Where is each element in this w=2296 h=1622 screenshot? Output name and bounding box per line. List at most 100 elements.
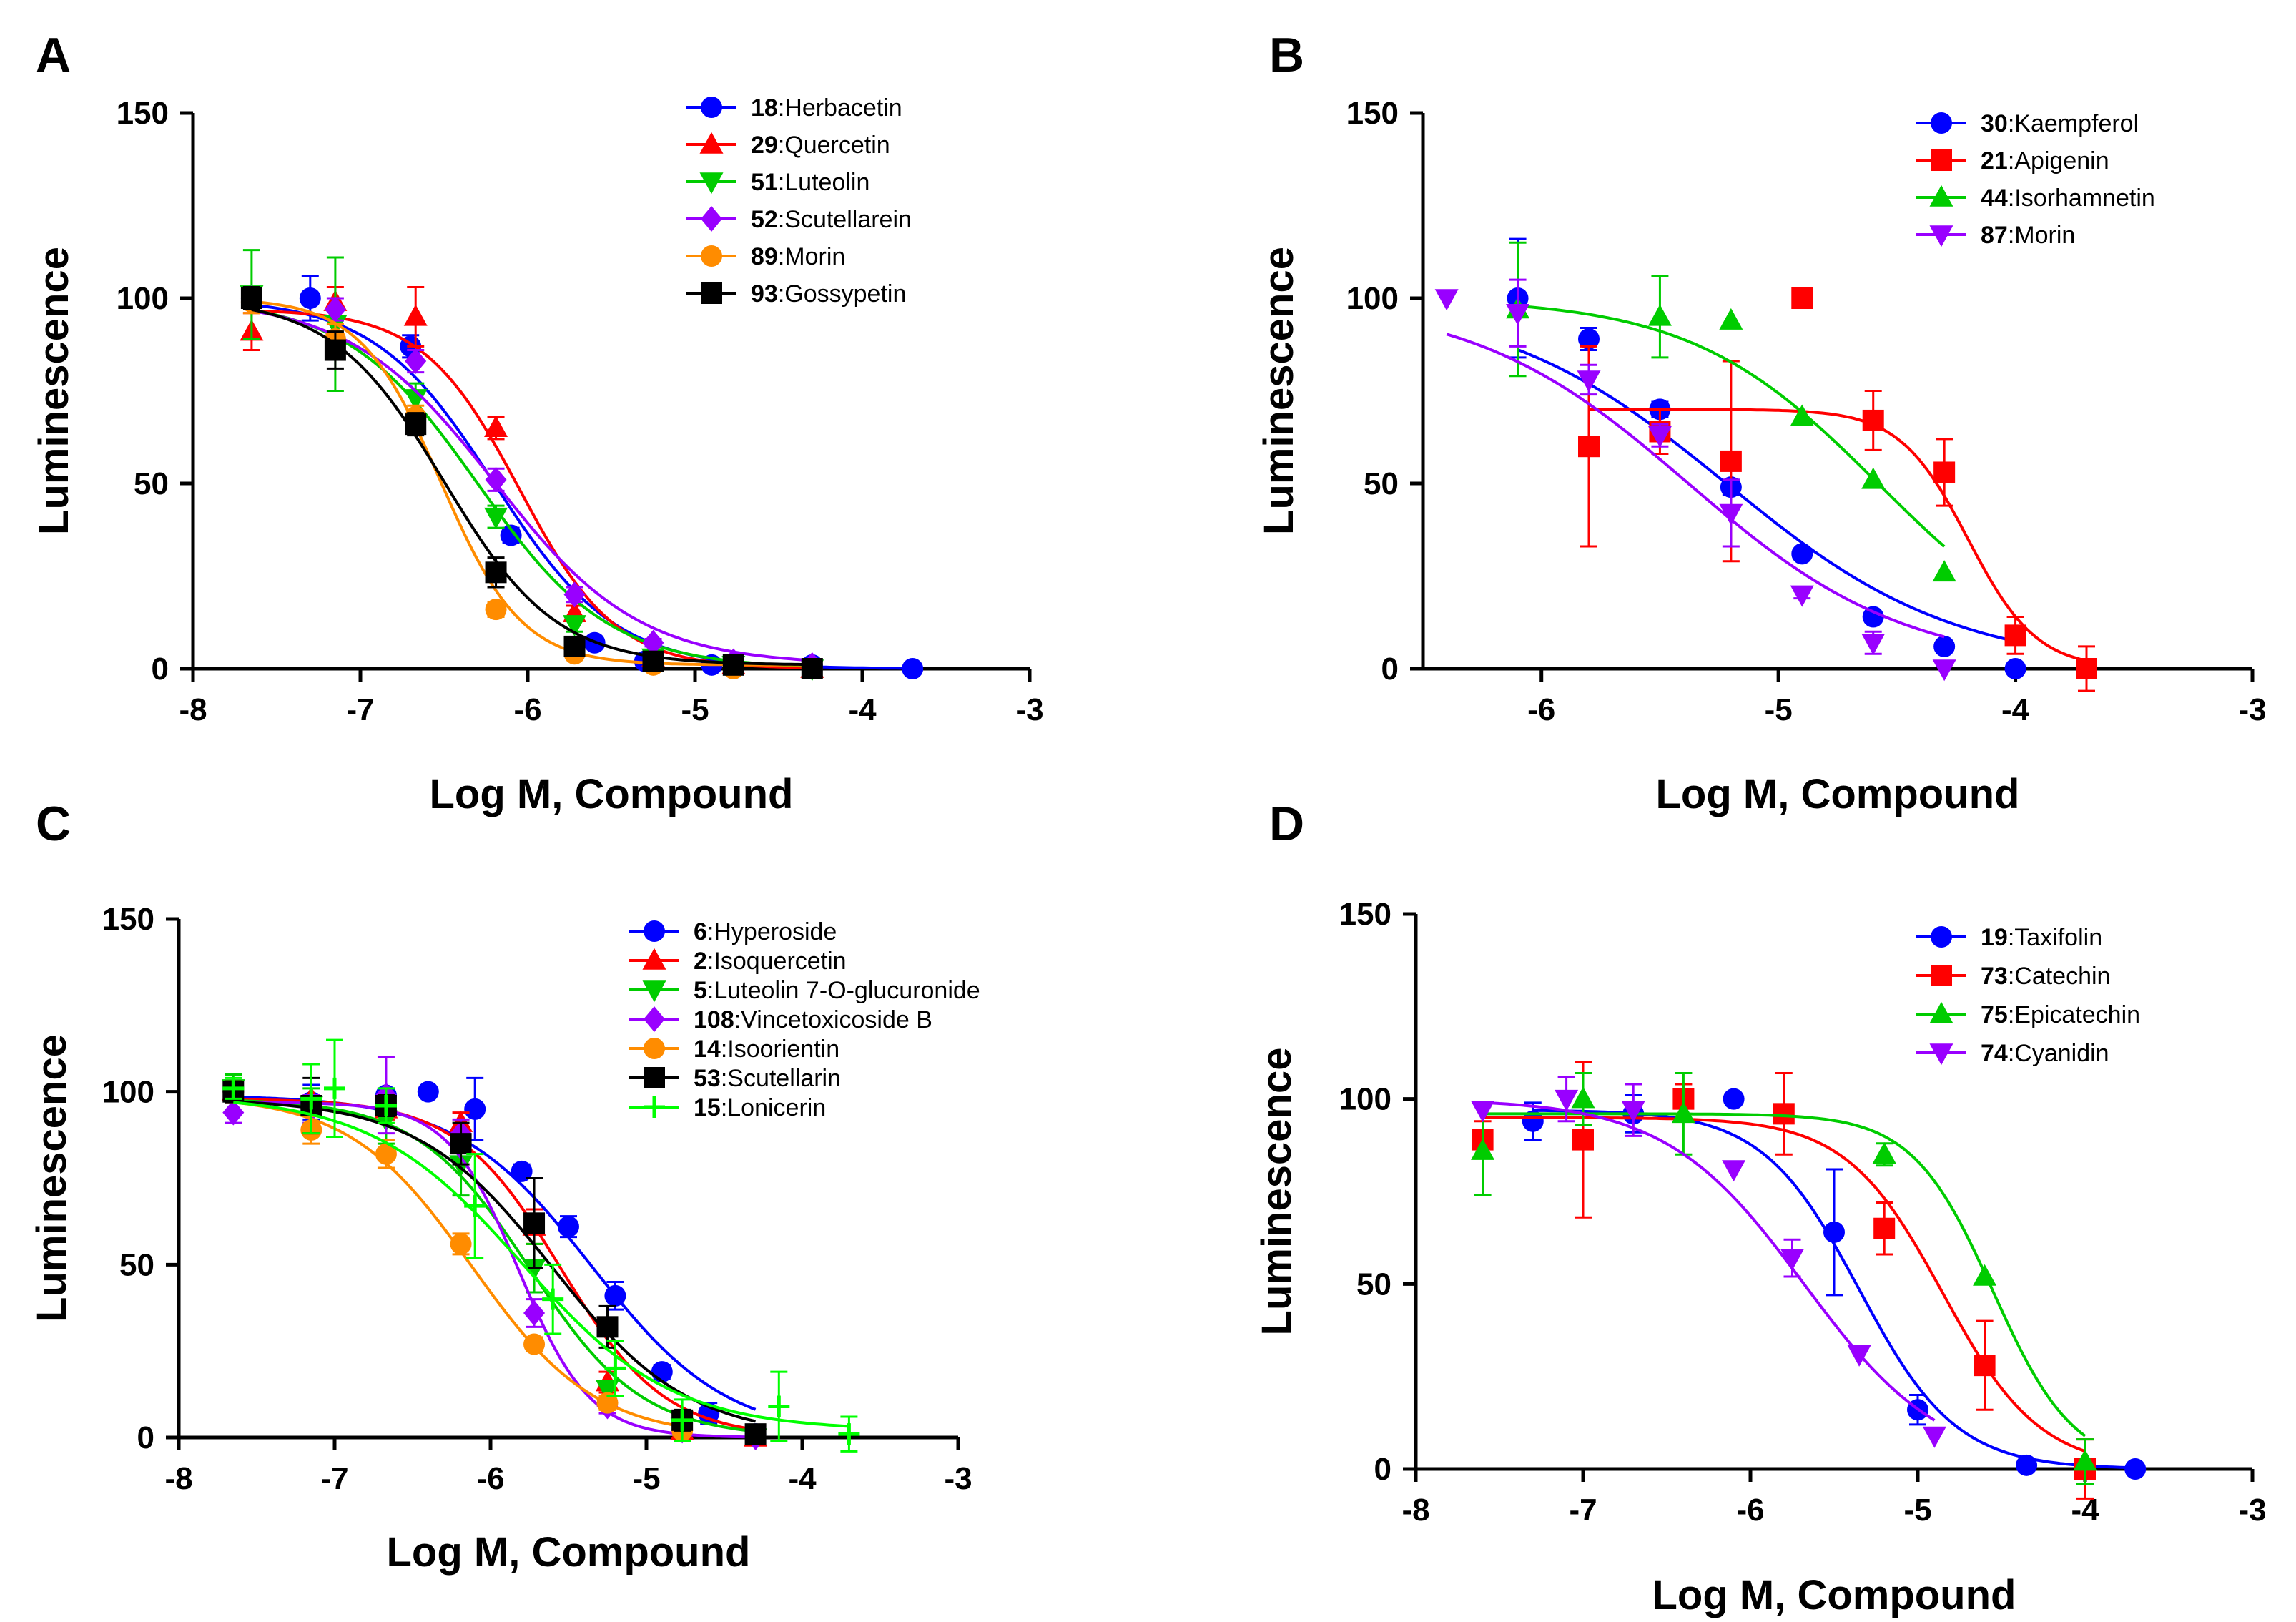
legend-item: 18:Herbacetin <box>686 94 902 122</box>
legend-marker <box>1929 1043 1953 1066</box>
panel-a-x-tick-label: -8 <box>179 692 207 727</box>
panel-d-x-tick-label: -8 <box>1401 1493 1429 1528</box>
data-point <box>511 1160 533 1182</box>
data-point <box>1791 287 1813 309</box>
data-point <box>1471 1138 1495 1160</box>
data-point <box>1719 503 1743 526</box>
data-point <box>484 507 508 529</box>
data-point <box>222 1099 245 1126</box>
panel-d-x-axis-title: Log M, Compound <box>1652 1572 2016 1618</box>
data-point <box>1974 1355 1996 1377</box>
panel-c-x-axis-title: Log M, Compound <box>387 1529 751 1576</box>
legend-label: 73:Catechin <box>1981 963 2110 990</box>
legend-label: 87:Morin <box>1981 222 2075 249</box>
panel-d-letter: D <box>1269 797 1304 851</box>
data-point <box>417 1081 439 1103</box>
legend-marker <box>701 245 722 267</box>
data-point <box>222 1077 245 1099</box>
panel-a-x-tick-label: -4 <box>848 692 877 727</box>
data-point <box>485 466 507 493</box>
legend-marker <box>701 97 722 118</box>
panel-a-x-tick-label: -7 <box>346 692 374 727</box>
panel-b-x-tick-label: -5 <box>1765 692 1793 727</box>
legend-item: 87:Morin <box>1916 222 2075 249</box>
panel-b-y-tick-label: 0 <box>1381 652 1399 687</box>
panel-c-x-tick-label: -4 <box>788 1461 817 1496</box>
legend-label: 75:Epicatechin <box>1981 1001 2140 1028</box>
legend-item: 89:Morin <box>686 243 845 270</box>
data-point <box>558 1216 579 1238</box>
panel-d-y-axis-title: Luminescence <box>1253 1048 1300 1336</box>
data-point <box>604 1357 626 1380</box>
data-point <box>484 416 508 438</box>
legend-item: 15:Lonicerin <box>629 1094 826 1121</box>
data-point <box>485 599 507 621</box>
panel-b-fit-curve-apigenin <box>1589 408 2087 662</box>
panel-d-y-tick-label: 50 <box>1356 1267 1391 1302</box>
legend-marker <box>644 1038 665 1059</box>
legend-marker <box>701 206 722 232</box>
data-point <box>1621 1101 1645 1123</box>
data-point <box>1578 328 1600 350</box>
data-point <box>2004 658 2026 679</box>
data-point <box>450 1233 472 1255</box>
panel-d-fit-curve-epicatechin <box>1482 1112 2086 1437</box>
legend-item: 53:Scutellarin <box>629 1065 841 1092</box>
panel-b-y-tick-label: 100 <box>1346 281 1399 316</box>
panel-a-series-gossypetin <box>240 285 823 679</box>
panel-b-series-apigenin <box>1578 287 2097 692</box>
data-point <box>838 1423 860 1445</box>
data-point <box>1932 560 1956 582</box>
data-point <box>1847 1345 1871 1367</box>
legend-marker <box>642 948 666 970</box>
legend-item: 51:Luteolin <box>686 169 869 196</box>
data-point <box>1671 1101 1695 1124</box>
data-point <box>403 389 428 411</box>
panel-c-y-tick-label: 100 <box>102 1075 154 1110</box>
data-point <box>1506 303 1530 325</box>
panel-b: B 0 50 100 150 -6 -5 -4 -3 Log M, Compound Lumines… <box>1256 28 2267 817</box>
data-point <box>1578 436 1600 458</box>
data-point <box>1973 1264 1997 1286</box>
panel-b-y-axis-title: Luminescence <box>1256 247 1302 535</box>
panel-b-fit-curve-kaempferol <box>1517 348 2016 643</box>
data-point <box>1434 289 1459 311</box>
data-point <box>375 1095 397 1116</box>
data-point <box>523 1212 546 1234</box>
legend-label: 14:Isoorientin <box>694 1036 839 1063</box>
data-point <box>464 1195 486 1217</box>
panel-c-fit-curve-scutellarin <box>233 1100 757 1423</box>
data-point <box>642 650 664 672</box>
data-point <box>1773 1103 1795 1125</box>
data-point <box>299 287 321 309</box>
data-point <box>1922 1426 1946 1448</box>
legend-item: 74:Cyanidin <box>1916 1040 2109 1067</box>
data-point <box>1647 426 1672 448</box>
legend-label: 6:Hyperoside <box>694 918 837 945</box>
legend-item: 29:Quercetin <box>686 132 890 159</box>
panel-b-fit-curve-morin <box>1446 333 1945 639</box>
panel-d-y-tick-label: 0 <box>1374 1452 1391 1487</box>
legend-marker <box>699 132 724 154</box>
legend-label: 89:Morin <box>751 243 845 270</box>
data-point <box>485 561 507 584</box>
data-point <box>1720 450 1742 472</box>
data-point <box>642 629 664 656</box>
legend-label: 52:Scutellarein <box>751 206 912 233</box>
data-point <box>240 287 262 309</box>
legend-label: 5:Luteolin 7-O-glucuronide <box>694 977 980 1004</box>
data-point <box>324 339 346 361</box>
data-point <box>801 658 823 679</box>
data-point <box>1723 1088 1745 1110</box>
data-point <box>500 524 522 546</box>
data-point <box>324 1077 345 1099</box>
panel-b-x-tick-label: -6 <box>1527 692 1555 727</box>
data-point <box>375 1143 397 1165</box>
data-point <box>1932 659 1956 682</box>
panel-d-series-cyanidin <box>1471 1076 1946 1448</box>
panel-c-y-tick-label: 150 <box>102 902 154 937</box>
legend-label: 18:Herbacetin <box>751 94 902 122</box>
legend-marker <box>1931 965 1952 986</box>
panel-b-series-morin <box>1434 278 1956 682</box>
